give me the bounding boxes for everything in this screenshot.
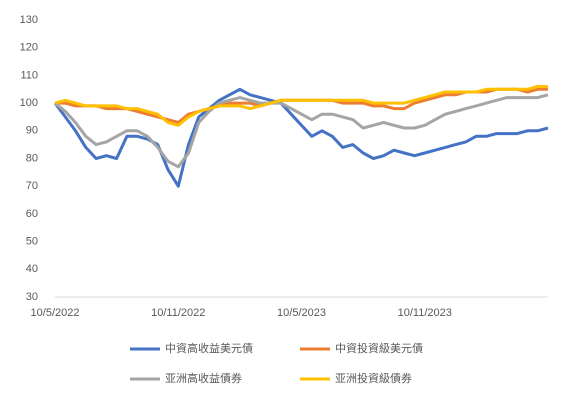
y-tick-label: 90: [26, 125, 38, 137]
legend-label: 中資高收益美元債: [165, 341, 253, 355]
x-tick-label: 10/5/2022: [31, 307, 80, 319]
y-tick-label: 60: [26, 208, 38, 220]
legend-label: 中資投資級美元債: [335, 341, 423, 355]
y-tick-label: 120: [20, 42, 38, 54]
y-tick-label: 40: [26, 263, 38, 275]
series-line: [54, 93, 549, 169]
y-tick-label: 80: [26, 152, 38, 164]
y-tick-label: 50: [26, 236, 38, 248]
y-tick-label: 130: [20, 14, 38, 26]
legend-label: 亚洲高收益債券: [165, 371, 242, 385]
series-line: [54, 85, 548, 127]
y-tick-label: 30: [26, 291, 38, 303]
x-tick-label: 10/11/2023: [398, 307, 452, 319]
legend-label: 亚洲投資級債券: [335, 371, 412, 385]
y-tick-label: 110: [20, 69, 38, 81]
series-line: [53, 87, 549, 188]
x-tick-label: 10/5/2023: [277, 307, 326, 319]
x-tick-label: 10/11/2022: [151, 307, 205, 319]
y-tick-label: 100: [20, 97, 38, 109]
y-tick-label: 70: [26, 180, 38, 192]
